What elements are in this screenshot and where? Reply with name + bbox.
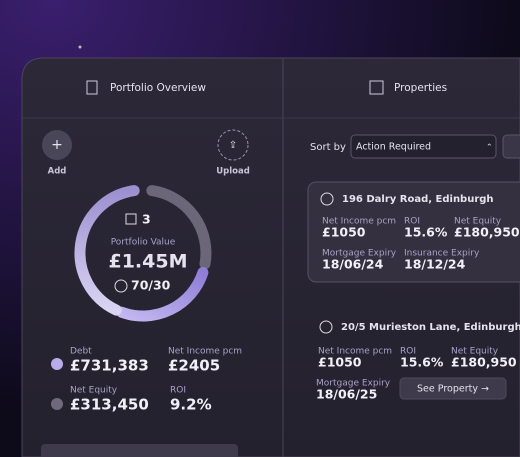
stat-value: £731,383 xyxy=(70,357,149,375)
field-label: ROI xyxy=(404,217,420,227)
sort-label: Sort by xyxy=(310,142,346,153)
upload-button[interactable] xyxy=(217,129,249,161)
pie-icon xyxy=(114,279,128,293)
field-value: £180,950 xyxy=(451,355,517,370)
ring-income xyxy=(116,267,209,322)
field-value: £1050 xyxy=(318,355,362,370)
equity-dot xyxy=(51,398,63,410)
stat-value: £2405 xyxy=(168,357,220,375)
add-button[interactable] xyxy=(42,130,72,160)
filter-button[interactable] xyxy=(502,134,520,159)
portfolio-value: £1.45M xyxy=(108,251,187,273)
ring-debt xyxy=(74,185,140,316)
field-label: Insurance Expiry xyxy=(404,249,480,259)
upload-icon: ⇪ xyxy=(229,140,237,151)
star xyxy=(78,45,82,49)
field-label: Net Equity xyxy=(454,217,502,227)
pin-icon xyxy=(319,320,333,334)
field-label: ROI xyxy=(400,347,416,357)
overview-icon xyxy=(86,80,98,95)
bottom-button[interactable] xyxy=(41,444,238,457)
field-value: 18/06/24 xyxy=(322,257,384,272)
tab[interactable]: Properties xyxy=(394,82,447,94)
portfolio-label: Portfolio Value xyxy=(111,238,176,248)
address: 196 Dalry Road, Edinburgh xyxy=(342,194,494,205)
building-icon xyxy=(125,213,137,225)
field-label: Mortgage Expiry xyxy=(322,249,397,259)
property-card[interactable] xyxy=(307,181,520,283)
field-value: 18/12/24 xyxy=(404,257,466,272)
properties-icon xyxy=(369,80,384,95)
property-count: 3 xyxy=(142,212,151,227)
button-label: See Property → xyxy=(417,384,489,395)
upload-label: Upload xyxy=(216,167,250,177)
stat-label: Net Income pcm xyxy=(168,347,242,357)
sort-select[interactable] xyxy=(350,134,497,159)
stat-label: Net Equity xyxy=(70,386,118,396)
stat-label: Debt xyxy=(70,347,92,357)
pin-icon xyxy=(320,192,334,206)
field-label: Mortgage Expiry xyxy=(316,379,391,389)
tab[interactable]: Portfolio Overview xyxy=(110,82,206,94)
field-value: 15.6% xyxy=(404,225,448,240)
see-property-button[interactable] xyxy=(399,377,507,400)
field-label: Net Income pcm xyxy=(322,217,396,227)
address: 20/5 Murieston Lane, Edinburgh xyxy=(341,322,520,333)
field-label: Net Income pcm xyxy=(318,347,392,357)
chevron: ⌃ xyxy=(486,143,493,152)
stat-label: ROI xyxy=(170,386,186,396)
stat-value: £313,450 xyxy=(70,396,149,414)
field-value: 15.6% xyxy=(400,355,444,370)
field-value: £1050 xyxy=(322,225,366,240)
plus-icon: + xyxy=(51,137,63,153)
field-value: 18/06/25 xyxy=(316,387,377,402)
stat-value: 9.2% xyxy=(170,396,212,414)
add-label: Add xyxy=(48,167,67,177)
field-value: £180,950 xyxy=(454,225,520,240)
ring-equity xyxy=(146,185,212,270)
debt-dot xyxy=(51,358,63,370)
split: 70/30 xyxy=(131,278,171,293)
field-label: Net Equity xyxy=(451,347,499,357)
sort-value: Action Required xyxy=(356,142,431,153)
